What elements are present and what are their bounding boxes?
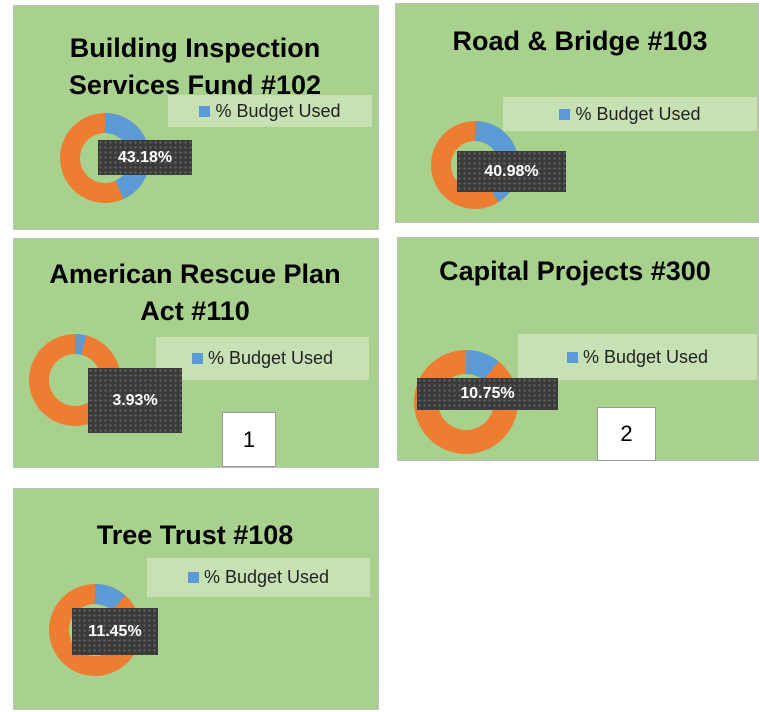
donut-slice: [75, 334, 87, 355]
legend-swatch: [199, 105, 211, 117]
donut-rest: [413, 349, 519, 454]
legend-swatch: [187, 572, 199, 583]
legend-label: % Budget Used: [203, 567, 330, 587]
chart-title: American Rescue Plan Act #110: [49, 259, 341, 326]
data-label: 43.18%: [98, 140, 192, 175]
legend-swatch: [191, 353, 203, 364]
legend: % Budget Used: [147, 558, 370, 597]
chart-title: Capital Projects #300: [439, 256, 711, 286]
donut-slice: [105, 113, 150, 199]
legend-label: % Budget Used: [582, 346, 709, 367]
legend-label: % Budget Used: [575, 103, 701, 124]
legend-label: % Budget Used: [215, 100, 341, 121]
data-label: 3.93%: [88, 368, 182, 433]
donut-slice: [95, 584, 126, 611]
legend: % Budget Used: [156, 337, 369, 380]
legend: % Budget Used: [503, 97, 757, 131]
legend: % Budget Used: [168, 95, 372, 127]
chart-panel: [13, 5, 379, 230]
data-label: 11.45%: [72, 608, 158, 655]
donut-slice: [466, 350, 499, 381]
data-label: 40.98%: [457, 151, 566, 192]
page-number: 1: [222, 412, 276, 467]
chart-title: Tree Trust #108: [96, 520, 294, 550]
legend-swatch: [566, 351, 578, 363]
legend-label: % Budget Used: [207, 348, 334, 368]
legend-swatch: [559, 108, 571, 120]
chart-panel: [397, 237, 759, 461]
chart-title: Road & Bridge #103: [452, 26, 708, 56]
page-number: 2: [597, 407, 656, 461]
legend: % Budget Used: [518, 334, 757, 380]
chart-title: Building Inspection Services Fund #102: [68, 33, 322, 100]
chart-panel: [13, 488, 379, 710]
data-label: 10.75%: [417, 378, 558, 410]
